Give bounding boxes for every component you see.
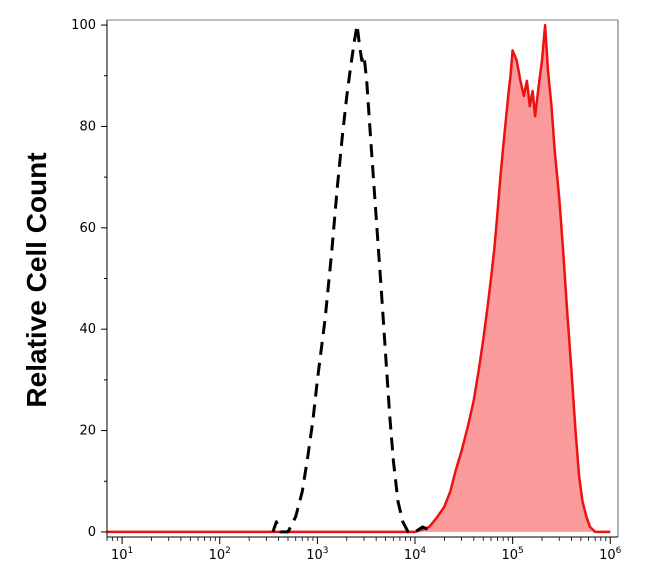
series-2-fill — [107, 25, 611, 532]
y-tick-label-0: 0 — [88, 525, 96, 540]
x-tick-label-5: 106 — [599, 546, 622, 563]
x-tick-label-3: 104 — [404, 546, 427, 563]
series-1-line — [271, 23, 433, 534]
x-tick-label-0: 101 — [111, 546, 133, 563]
x-tick-label-4: 105 — [501, 546, 523, 563]
tick-labels: 0 20 40 60 80 100 101 102 103 104 105 106 — [71, 18, 622, 563]
y-tick-label-40: 40 — [79, 322, 96, 337]
y-tick-label-20: 20 — [79, 424, 96, 439]
y-tick-label-80: 80 — [79, 119, 96, 134]
y-tick-label-100: 100 — [71, 18, 96, 33]
series-2-line — [107, 23, 611, 534]
tick-marks — [101, 24, 611, 544]
y-tick-label-60: 60 — [79, 221, 96, 236]
plot-area — [107, 23, 611, 534]
x-tick-label-1: 102 — [209, 546, 231, 563]
x-tick-label-2: 103 — [306, 546, 328, 563]
y-axis-label: Relative Cell Count — [21, 152, 52, 407]
